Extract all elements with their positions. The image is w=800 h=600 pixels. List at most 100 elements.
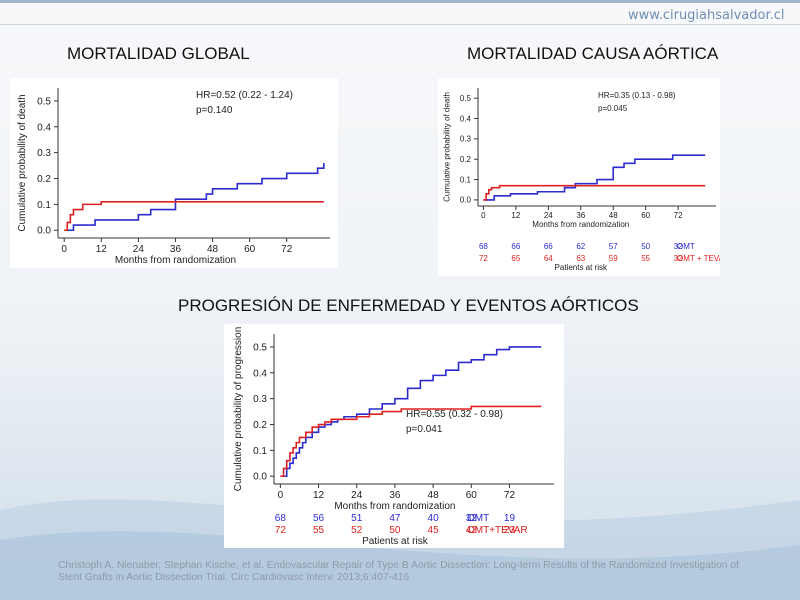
- heading-mortalidad-global: MORTALIDAD GLOBAL: [67, 44, 250, 63]
- x-tick-label: 36: [170, 244, 182, 255]
- y-tick-label: 0.4: [460, 114, 472, 123]
- series-omt-line: [64, 163, 325, 232]
- series-omt-line: [483, 154, 706, 201]
- risk-count-omt: 66: [544, 242, 553, 251]
- x-tick-label: 48: [207, 244, 219, 255]
- y-tick-label: 0.0: [253, 472, 267, 483]
- risk-count-tevar: 64: [544, 254, 553, 263]
- risk-count-omt: 66: [511, 242, 520, 251]
- series-tevar-line: [280, 405, 542, 478]
- x-tick-label: 36: [576, 211, 585, 220]
- risk-count-omt: 68: [275, 513, 287, 524]
- x-tick-label: 0: [481, 211, 486, 220]
- citation: Christoph A. Nienaber, Stephan Kische, e…: [58, 560, 739, 583]
- y-tick-label: 0.3: [253, 394, 267, 405]
- panel-progresion: 0.0 0.1 0.2 0.3 0.4 0.5 0 12 24 36 48 60 72 Months fr…: [224, 324, 564, 548]
- x-axis-label: Months from randomization: [532, 220, 629, 229]
- x-tick-label: 60: [641, 211, 650, 220]
- p-value-annotation: p=0.041: [406, 424, 443, 435]
- risk-count-tevar: 42: [466, 525, 478, 536]
- hazard-ratio-annotation: HR=0.55 (0.32 - 0.98): [406, 409, 503, 420]
- risk-count-tevar: 65: [511, 254, 520, 263]
- heading-progresion: PROGRESIÓN DE ENFERMEDAD Y EVENTOS AÓRTI…: [178, 296, 639, 315]
- heading-mortalidad-aortica: MORTALIDAD CAUSA AÓRTICA: [467, 44, 719, 63]
- risk-count-tevar: 55: [641, 254, 650, 263]
- y-tick-label: 0.0: [37, 226, 51, 237]
- x-axis-label: Months from randomization: [115, 255, 236, 266]
- x-tick-label: 72: [281, 244, 293, 255]
- risk-count-tevar: 52: [351, 525, 363, 536]
- x-tick-label: 36: [389, 490, 401, 501]
- y-tick-label: 0.2: [460, 155, 472, 164]
- p-value-annotation: p=0.140: [196, 105, 233, 116]
- x-tick-label: 24: [351, 490, 363, 501]
- y-tick-label: 0.0: [460, 196, 472, 205]
- risk-row-label-tevar: OMT+TEVAR: [467, 525, 528, 536]
- y-tick-label: 0.2: [37, 174, 51, 185]
- x-tick-label: 60: [466, 490, 478, 501]
- risk-count-tevar: 59: [609, 254, 618, 263]
- risk-count-omt: 19: [504, 513, 516, 524]
- x-tick-label: 12: [96, 244, 108, 255]
- risk-count-tevar: 72: [275, 525, 287, 536]
- x-tick-label: 0: [61, 244, 67, 255]
- risk-count-omt: 47: [389, 513, 401, 524]
- risk-count-omt: 62: [576, 242, 585, 251]
- x-tick-label: 48: [609, 211, 618, 220]
- risk-row-label-tevar: OMT + TEVAR: [677, 254, 720, 263]
- y-tick-label: 0.5: [253, 342, 267, 353]
- risk-count-tevar: 32: [674, 254, 683, 263]
- y-tick-label: 0.4: [253, 368, 267, 379]
- y-tick-label: 0.4: [37, 122, 51, 133]
- y-tick-label: 0.2: [253, 420, 267, 431]
- x-tick-label: 12: [313, 490, 325, 501]
- site-url[interactable]: www.cirugiahsalvador.cl: [628, 8, 785, 23]
- risk-count-tevar: 63: [576, 254, 585, 263]
- panel-mortalidad-aortica: 0.0 0.1 0.2 0.3 0.4 0.5 0 12 24 36 48 60 72 Months fr…: [438, 78, 720, 276]
- risk-table-caption: Patients at risk: [362, 536, 429, 547]
- y-tick-label: 0.1: [253, 446, 267, 457]
- x-tick-label: 24: [133, 244, 145, 255]
- risk-count-tevar: 23: [504, 525, 516, 536]
- hazard-ratio-annotation: HR=0.35 (0.13 - 0.98): [598, 91, 676, 100]
- x-axis-label: Months from randomization: [334, 501, 455, 512]
- risk-count-tevar: 50: [389, 525, 401, 536]
- y-axis-label: Cumulative probability of progression: [233, 327, 244, 492]
- risk-count-omt: 56: [313, 513, 325, 524]
- y-tick-label: 0.5: [37, 96, 51, 107]
- risk-count-tevar: 45: [428, 525, 440, 536]
- series-tevar-line: [64, 200, 324, 232]
- y-tick-label: 0.1: [460, 175, 472, 184]
- x-tick-label: 60: [244, 244, 256, 255]
- x-tick-label: 48: [428, 490, 440, 501]
- risk-count-omt: 51: [351, 513, 363, 524]
- series-tevar-line: [483, 184, 706, 201]
- km-chart-global: 0.0 0.1 0.2 0.3 0.4 0.5 0 12 24 36 48 60 72 Months fr…: [17, 88, 330, 266]
- y-tick-label: 0.3: [37, 148, 51, 159]
- risk-row-label-omt: OMT: [467, 513, 489, 524]
- x-tick-label: 0: [278, 490, 284, 501]
- risk-count-tevar: 55: [313, 525, 325, 536]
- y-tick-label: 0.5: [460, 94, 472, 103]
- risk-count-omt: 57: [609, 242, 618, 251]
- y-tick-label: 0.3: [460, 135, 472, 144]
- km-chart-progression: 0.0 0.1 0.2 0.3 0.4 0.5 0 12 24 36 48 60 72 Months fr…: [233, 327, 554, 547]
- y-axis-label: Cumulative probability of death: [442, 92, 451, 202]
- km-chart-aortic: 0.0 0.1 0.2 0.3 0.4 0.5 0 12 24 36 48 60 72 Months fr…: [442, 88, 720, 272]
- x-tick-label: 72: [504, 490, 516, 501]
- risk-count-omt: 32: [466, 513, 478, 524]
- x-tick-label: 24: [544, 211, 553, 220]
- x-tick-label: 72: [674, 211, 683, 220]
- risk-row-label-omt: OMT: [677, 242, 695, 251]
- series-omt-line: [280, 346, 542, 478]
- panel-mortalidad-global: 0.0 0.1 0.2 0.3 0.4 0.5 0 12 24 36 48 60 72 Months fr…: [10, 78, 338, 268]
- y-axis-label: Cumulative probability of death: [17, 94, 28, 231]
- x-tick-label: 12: [511, 211, 520, 220]
- risk-table-caption: Patients at risk: [555, 263, 608, 272]
- risk-count-omt: 32: [674, 242, 683, 251]
- risk-count-omt: 68: [479, 242, 488, 251]
- y-tick-label: 0.1: [37, 200, 51, 211]
- hazard-ratio-annotation: HR=0.52 (0.22 - 1.24): [196, 90, 293, 101]
- risk-count-omt: 40: [428, 513, 440, 524]
- p-value-annotation: p=0.045: [598, 104, 628, 113]
